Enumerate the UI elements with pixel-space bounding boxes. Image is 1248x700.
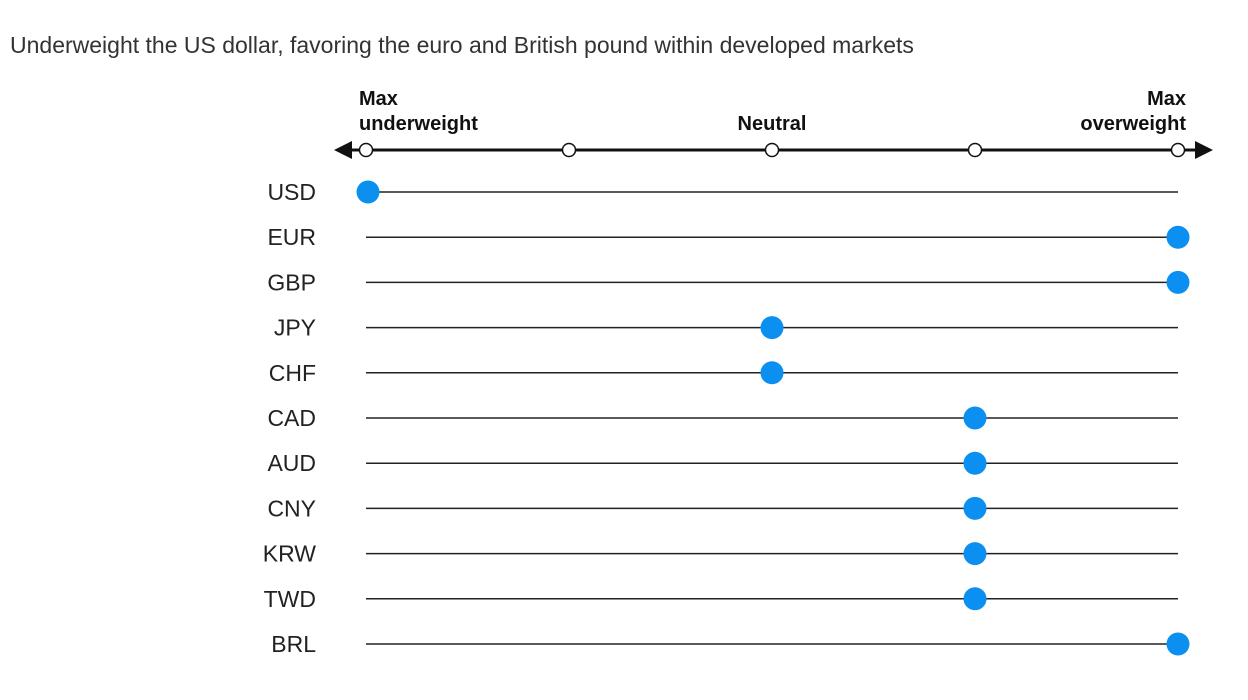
row-label: TWD bbox=[264, 586, 316, 612]
row-label: EUR bbox=[267, 224, 316, 250]
axis-tick-marker bbox=[561, 142, 577, 158]
chart-title: Underweight the US dollar, favoring the … bbox=[10, 32, 914, 58]
scale-axis bbox=[334, 141, 1213, 159]
position-marker bbox=[1166, 632, 1190, 656]
axis-tick-marker bbox=[358, 142, 374, 158]
row-label: GBP bbox=[267, 269, 316, 295]
axis-tick-marker bbox=[967, 142, 983, 158]
row-label: BRL bbox=[271, 631, 316, 657]
position-marker bbox=[760, 361, 784, 385]
position-marker bbox=[1166, 225, 1190, 249]
row-label: CNY bbox=[267, 495, 316, 521]
scale-label: Max bbox=[359, 88, 398, 110]
row-label: USD bbox=[267, 179, 316, 205]
scale-label: Neutral bbox=[738, 113, 807, 135]
axis-tick-marker bbox=[764, 142, 780, 158]
row-label: JPY bbox=[274, 315, 316, 341]
position-marker bbox=[760, 316, 784, 340]
axis-tick-marker bbox=[1170, 142, 1186, 158]
scale-label: underweight bbox=[359, 113, 478, 135]
position-marker bbox=[963, 587, 987, 611]
position-marker bbox=[963, 542, 987, 566]
position-marker bbox=[963, 451, 987, 475]
row-label: CAD bbox=[267, 405, 316, 431]
row-label: KRW bbox=[263, 541, 317, 567]
scale-label: overweight bbox=[1080, 113, 1186, 135]
currency-rows: USD EUR GBP JPY CHF CAD AUD CNY KRW TWD BRL bbox=[263, 179, 1190, 657]
right-arrow-icon bbox=[1195, 141, 1213, 159]
row-label: CHF bbox=[269, 360, 316, 386]
scale-labels: Max underweight Neutral Max overweight bbox=[359, 88, 1186, 135]
position-marker bbox=[963, 406, 987, 430]
left-arrow-icon bbox=[334, 141, 352, 159]
position-marker bbox=[356, 180, 380, 204]
position-marker bbox=[1166, 270, 1190, 294]
row-label: AUD bbox=[267, 450, 316, 476]
scale-label: Max bbox=[1147, 88, 1186, 110]
position-marker bbox=[963, 496, 987, 520]
